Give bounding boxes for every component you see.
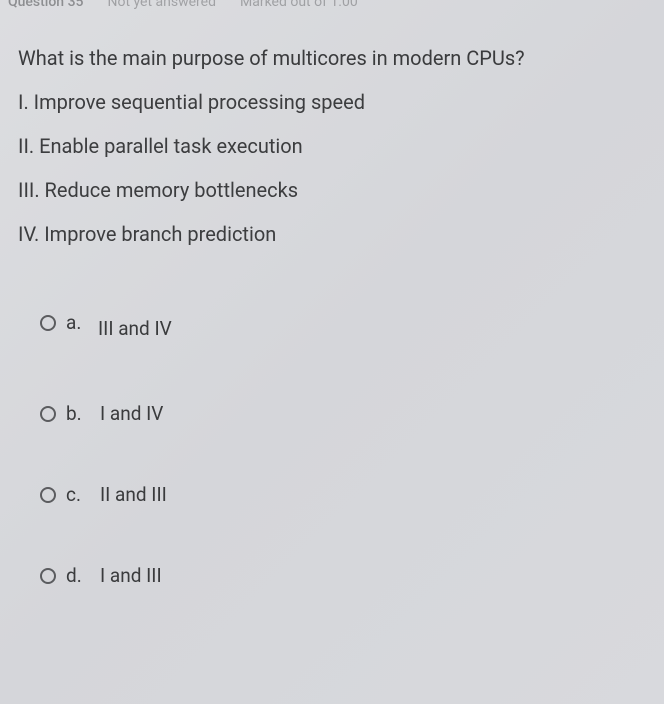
question-marked: Marked out of 1.00 — [240, 0, 358, 10]
question-header: Question 35 Not yet answered Marked out … — [0, 0, 664, 16]
question-number: Question 35 — [8, 0, 84, 10]
option-c[interactable]: c. II and III — [40, 483, 646, 506]
option-text-b: I and IV — [100, 402, 163, 425]
radio-c[interactable] — [40, 487, 56, 503]
radio-a[interactable] — [40, 315, 56, 331]
statement-2: II. Enable parallel task execution — [18, 131, 646, 161]
option-letter-b: b. — [66, 402, 86, 425]
answer-options: a. III and IV b. I and IV c. II and III … — [18, 311, 646, 587]
statement-4: IV. Improve branch prediction — [18, 219, 646, 249]
question-prompt: What is the main purpose of multicores i… — [18, 42, 646, 75]
option-text-c: II and III — [100, 483, 167, 506]
statement-3: III. Reduce memory bottlenecks — [18, 175, 646, 205]
option-text-a: III and IV — [98, 311, 172, 340]
radio-d[interactable] — [40, 568, 56, 584]
option-letter-c: c. — [66, 483, 86, 506]
radio-b[interactable] — [40, 406, 56, 422]
option-letter-d: d. — [66, 564, 86, 587]
question-status: Not yet answered — [108, 0, 217, 10]
option-b[interactable]: b. I and IV — [40, 402, 646, 425]
statement-1: I. Improve sequential processing speed — [18, 87, 646, 117]
option-text-d: I and III — [100, 564, 162, 587]
option-letter-a: a. — [66, 311, 86, 334]
option-d[interactable]: d. I and III — [40, 564, 646, 587]
question-content: What is the main purpose of multicores i… — [0, 0, 664, 665]
option-a[interactable]: a. III and IV — [40, 311, 646, 340]
